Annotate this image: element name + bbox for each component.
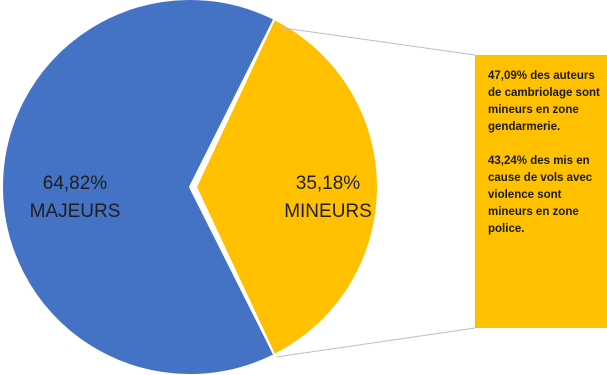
connector-line-top: [276, 26, 476, 56]
pie-slice-majeurs: [1, 0, 276, 375]
slice-value-mineurs: 35,18%: [295, 173, 361, 194]
info-box-background: [475, 55, 607, 328]
annotation-cambriolage: 47,09% des auteurs de cambriolage sont m…: [488, 70, 600, 133]
slice-label-majeurs: 64,82% MAJEURS: [10, 170, 140, 226]
slice-value-majeurs: 64,82%: [42, 173, 108, 194]
slice-label-mineurs: 35,18% MINEURS: [258, 170, 398, 226]
annotation-vols-violence: 43,24% des mis en cause de vols avec vio…: [488, 155, 593, 235]
slice-name-majeurs: MAJEURS: [29, 201, 121, 222]
pie-slice-mineurs: [194, 17, 379, 357]
slice-name-mineurs: MINEURS: [284, 201, 372, 222]
info-box: 47,09% des auteurs de cambriolage sont m…: [475, 55, 607, 328]
connector-line-bottom: [276, 327, 476, 358]
